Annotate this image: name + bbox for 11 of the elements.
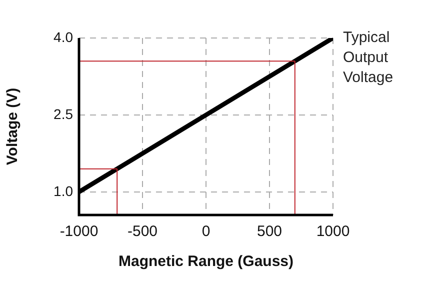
y-axis-title: Voltage (V): [4, 88, 22, 166]
x-tick-label: 500: [256, 223, 282, 240]
y-tick-label: 4.0: [54, 28, 74, 45]
x-tick-label: 1000: [316, 223, 350, 240]
x-tick-label: 0: [202, 223, 210, 240]
y-tick-label: 2.5: [54, 106, 74, 122]
x-axis-title: Magnetic Range (Gauss): [118, 253, 294, 270]
x-tick-label: -1000: [60, 223, 98, 240]
x-tick-label: -500: [127, 223, 158, 240]
series-label: Typical Output Voltage: [343, 29, 394, 86]
y-tick-label: 1.0: [54, 182, 74, 199]
